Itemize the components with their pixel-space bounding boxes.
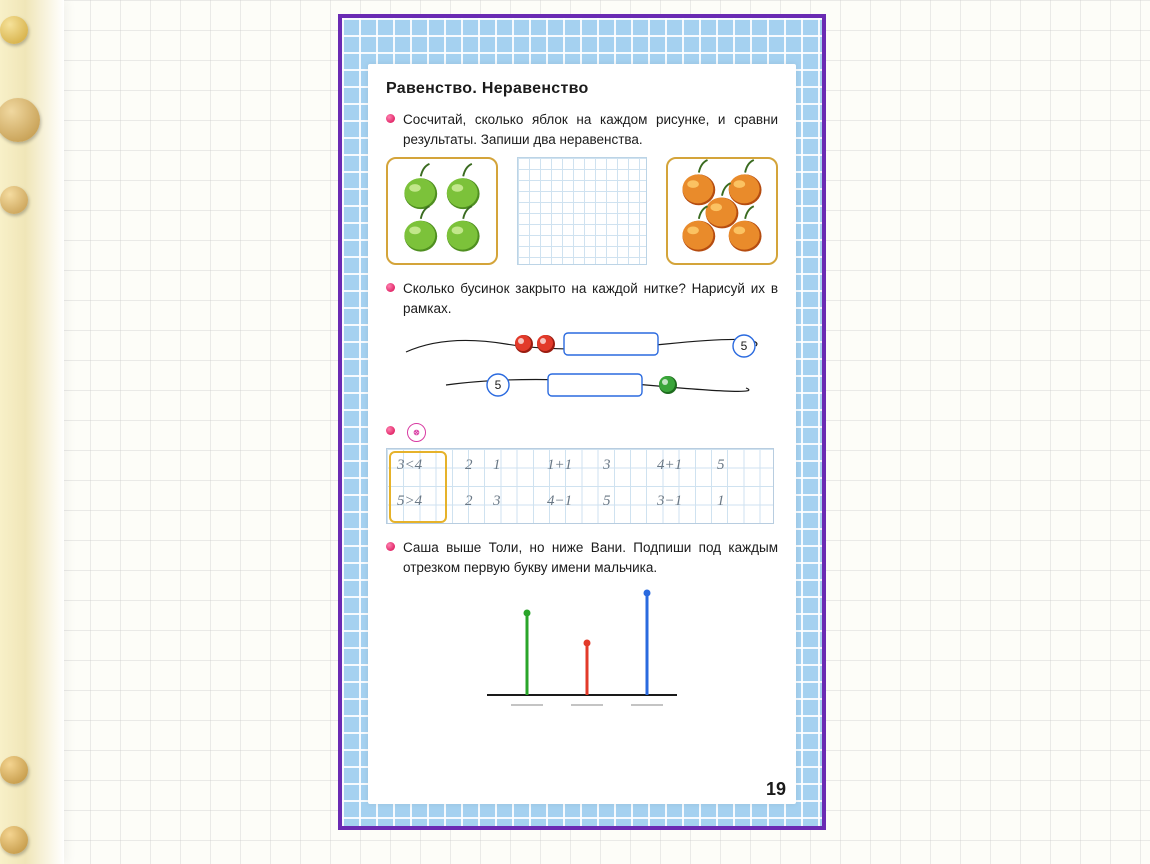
decorative-bead (0, 98, 40, 142)
task1: Сосчитай, сколько яблок на каждом рисунк… (386, 110, 778, 149)
handwritten-cell: 5>4 (397, 493, 422, 510)
decorative-bead (0, 186, 28, 214)
task1-figures (386, 157, 778, 265)
bullet-icon (386, 426, 395, 435)
orange-apples-box (666, 157, 778, 265)
page-number: 19 (766, 779, 786, 800)
task2-beads: 5 5 (386, 324, 778, 416)
handwritten-cell: 5 (603, 493, 611, 510)
background: Равенство. Неравенство Сосчитай, сколько… (0, 0, 1150, 864)
handwritten-cell: 4+1 (657, 457, 682, 474)
svg-text:5: 5 (741, 339, 748, 353)
handwritten-cell: 1 (717, 493, 725, 510)
handwritten-cell: 3<4 (397, 457, 422, 474)
handwritten-cell: 2 (465, 493, 473, 510)
handwritten-cell: 1 (493, 457, 501, 474)
handwritten-cell: 4−1 (547, 493, 572, 510)
decorative-bead (0, 826, 28, 854)
task4-text: Саша выше Толи, но ниже Вани. Подпиши по… (403, 538, 778, 577)
svg-text:5: 5 (495, 378, 502, 392)
answer-grid-box (517, 157, 647, 265)
orange-apples-svg (668, 159, 776, 263)
bullet-icon (386, 283, 395, 292)
heights-svg (457, 585, 707, 707)
green-apples-svg (388, 159, 496, 263)
task2-text: Сколько бусинок закрыто на каждой нитке?… (403, 279, 778, 318)
slide-left-strip (0, 0, 64, 864)
page-content: Равенство. Неравенство Сосчитай, сколько… (368, 64, 796, 804)
bullet-icon (386, 542, 395, 551)
task3-badge-icon: ⊗ (407, 423, 426, 442)
handwritten-cell: 3 (603, 457, 611, 474)
task3: ⊗ (386, 422, 778, 442)
beads-svg: 5 5 (386, 324, 778, 414)
decorative-bead (0, 16, 28, 44)
handwritten-cell: 2 (465, 457, 473, 474)
handwritten-cell: 5 (717, 457, 725, 474)
bullet-icon (386, 114, 395, 123)
task4-heights (457, 585, 707, 707)
task3-writing-grid: 3<4 2 1 1+1 3 4+1 5 5>4 2 3 4−1 5 3−1 1 (386, 448, 774, 524)
task1-text: Сосчитай, сколько яблок на каждом рисунк… (403, 110, 778, 149)
task2: Сколько бусинок закрыто на каждой нитке?… (386, 279, 778, 318)
handwritten-cell: 1+1 (547, 457, 572, 474)
handwritten-cell: 3 (493, 493, 501, 510)
green-apples-box (386, 157, 498, 265)
handwritten-cell: 3−1 (657, 493, 682, 510)
decorative-bead (0, 756, 28, 784)
textbook-page-frame: Равенство. Неравенство Сосчитай, сколько… (338, 14, 826, 830)
task4: Саша выше Толи, но ниже Вани. Подпиши по… (386, 538, 778, 577)
page-title: Равенство. Неравенство (386, 80, 778, 98)
